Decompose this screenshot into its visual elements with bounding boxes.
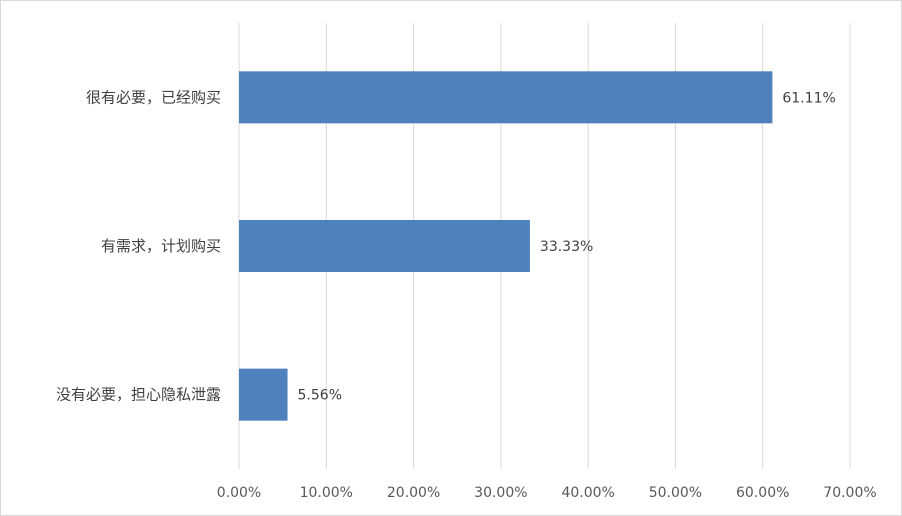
category-label: 没有必要，担心隐私泄露 bbox=[56, 386, 221, 404]
bar bbox=[239, 71, 773, 124]
x-tick-label: 30.00% bbox=[474, 485, 527, 501]
x-tick-label: 20.00% bbox=[387, 485, 440, 501]
category-label: 很有必要，已经购买 bbox=[86, 88, 221, 106]
data-label: 33.33% bbox=[540, 239, 593, 255]
x-tick-label: 70.00% bbox=[823, 485, 876, 501]
x-tick-label: 60.00% bbox=[736, 485, 789, 501]
x-tick-label: 0.00% bbox=[217, 485, 261, 501]
x-tick-label: 50.00% bbox=[649, 485, 702, 501]
data-label: 61.11% bbox=[782, 90, 835, 106]
data-label: 5.56% bbox=[298, 388, 342, 404]
bar bbox=[239, 368, 288, 421]
bar bbox=[239, 219, 530, 273]
category-label: 有需求，计划购买 bbox=[101, 237, 221, 255]
x-tick-label: 10.00% bbox=[300, 485, 353, 501]
x-tick-label: 40.00% bbox=[561, 485, 614, 501]
